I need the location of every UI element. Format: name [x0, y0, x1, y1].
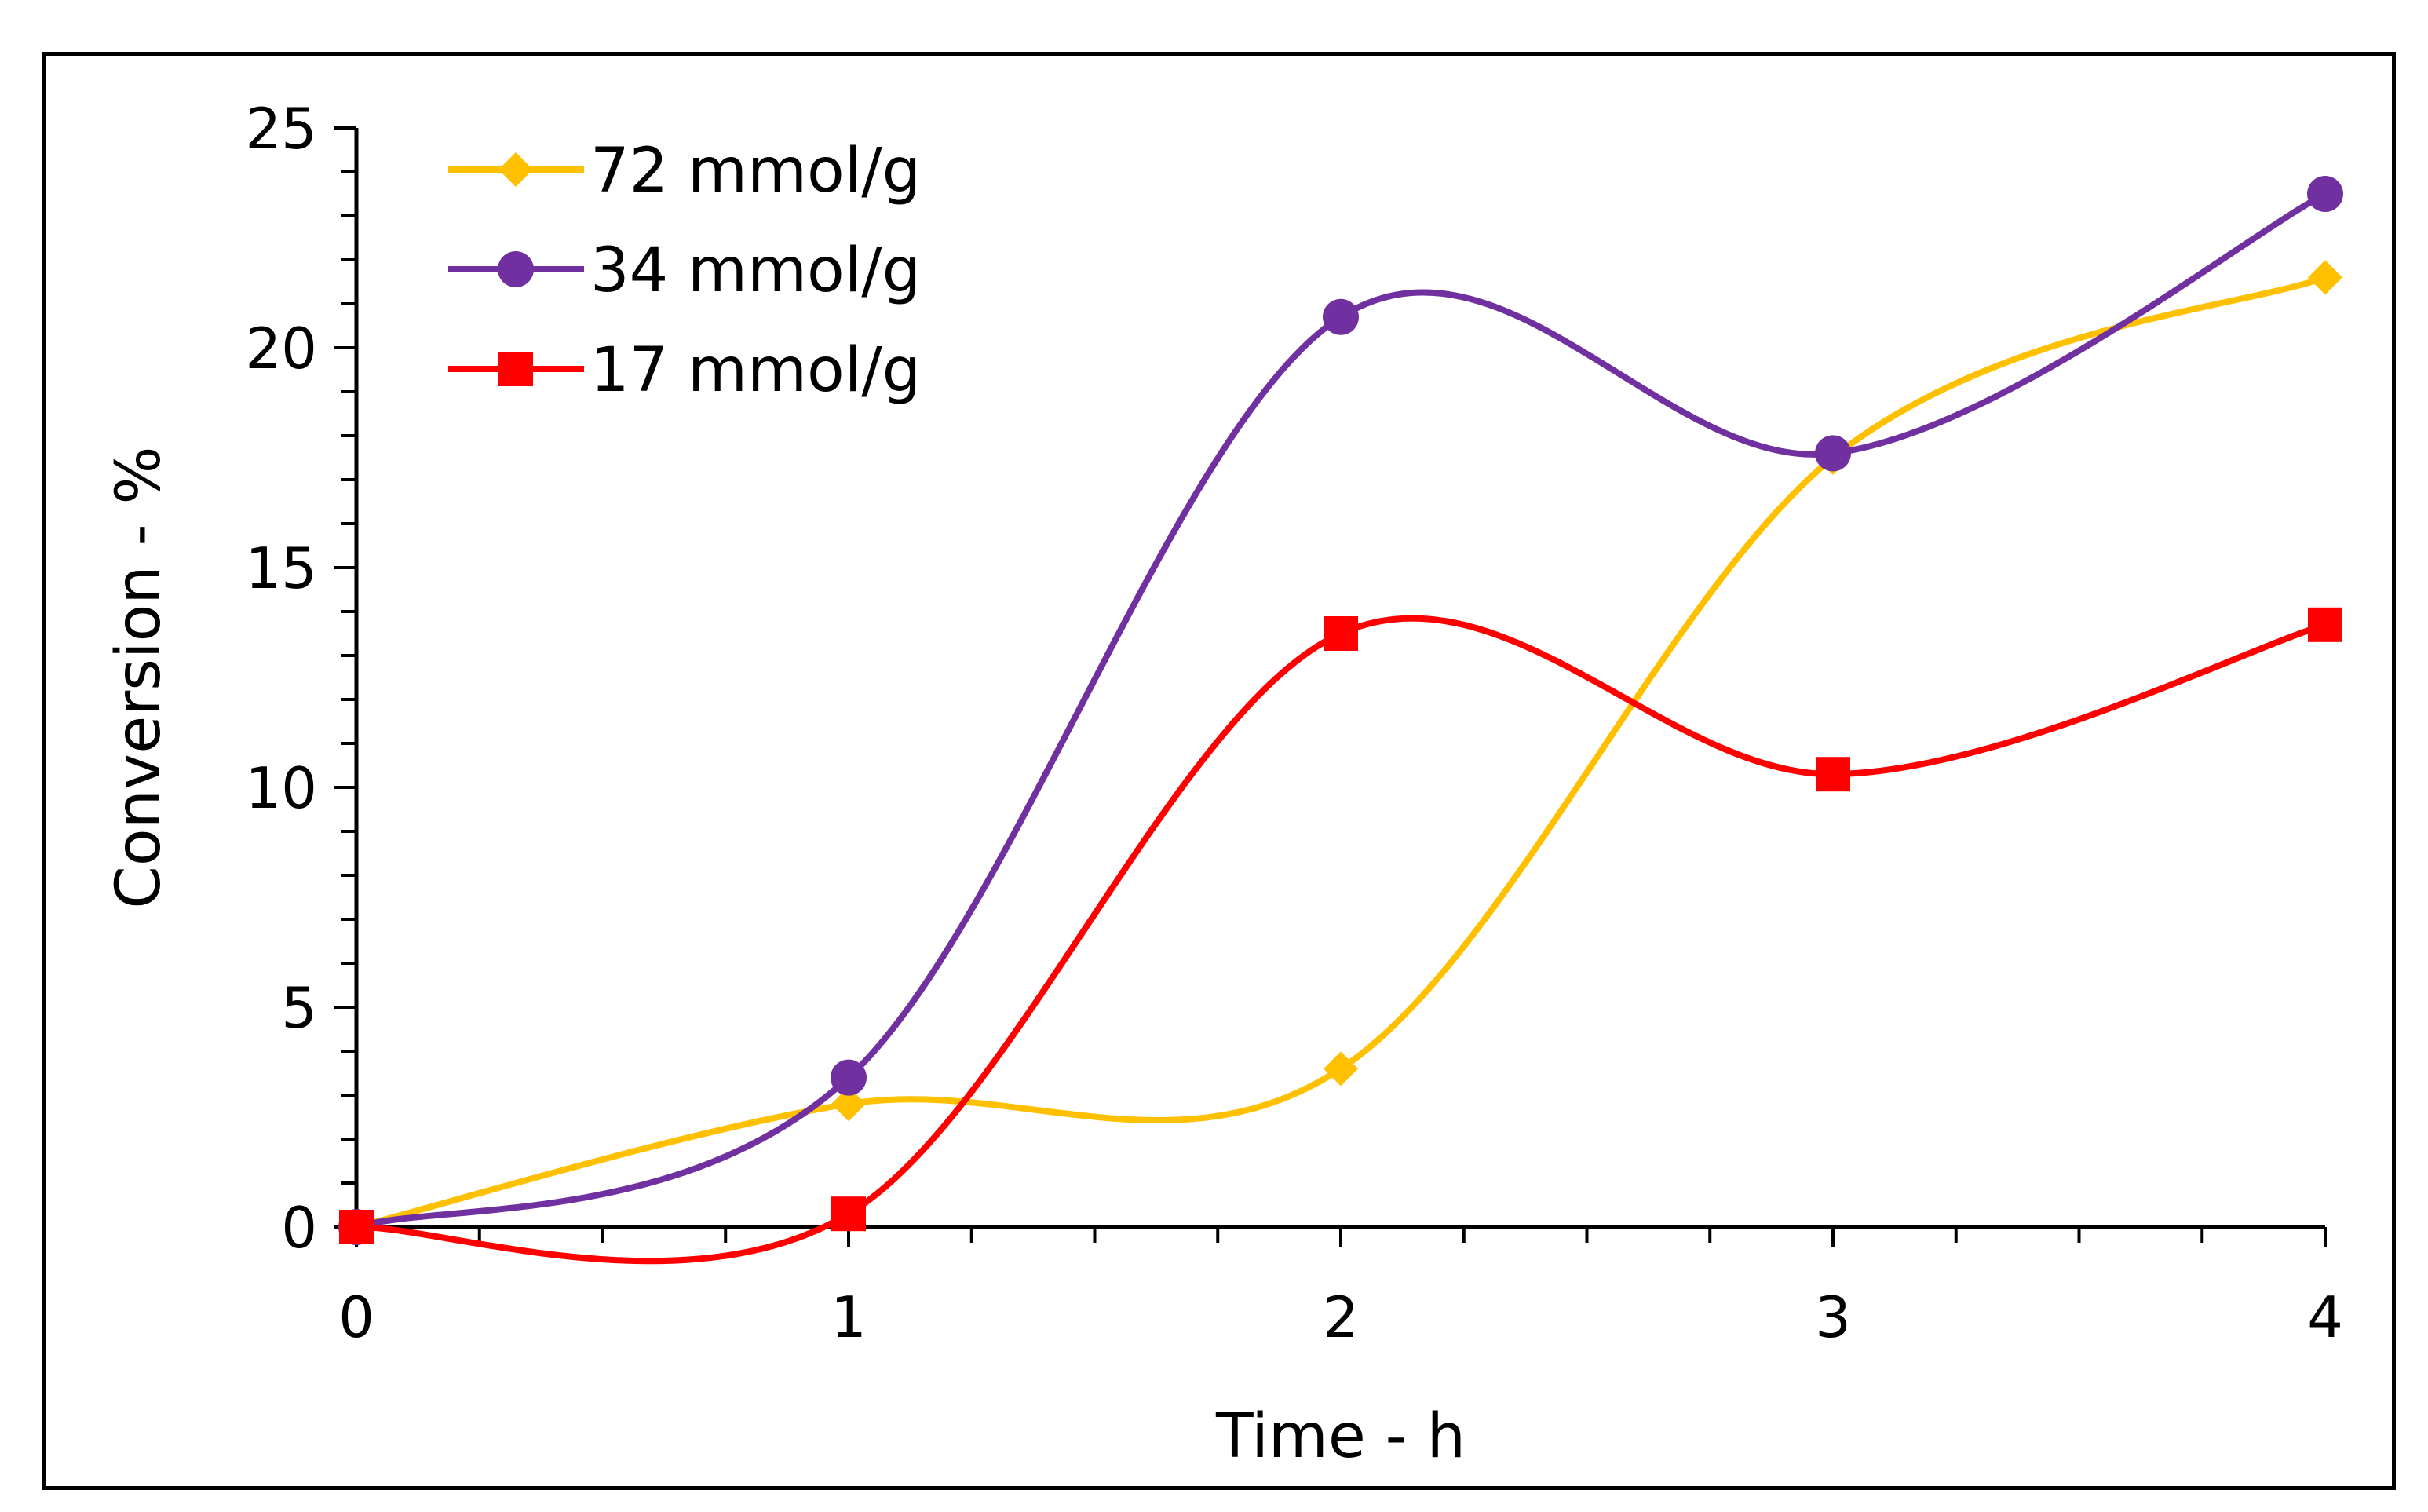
x-tick-label: 1: [831, 1284, 867, 1350]
series-17-mmol-g: [339, 607, 2342, 1265]
legend-item-72-mmol-g: 72 mmol/g: [448, 136, 921, 206]
legend-label-72-mmol-g: 72 mmol/g: [590, 136, 921, 206]
legend-marker-17-mmol-g: [498, 352, 533, 386]
legend-label-34-mmol-g: 34 mmol/g: [590, 236, 921, 306]
y-tick-label: 0: [281, 1195, 317, 1261]
data-point-17-mmol-g: [2308, 607, 2342, 642]
y-tick-label: 15: [245, 535, 317, 601]
x-tick-label: 3: [1815, 1284, 1851, 1350]
data-point-17-mmol-g: [1324, 616, 1358, 651]
series-layer: [338, 176, 2343, 1265]
data-point-17-mmol-g: [1816, 757, 1850, 792]
x-tick-label: 0: [338, 1284, 374, 1350]
data-point-72-mmol-g: [831, 1087, 866, 1122]
data-point-34-mmol-g: [2307, 176, 2343, 212]
data-point-34-mmol-g: [831, 1059, 867, 1096]
y-tick-label: 25: [245, 96, 317, 162]
y-tick-label: 5: [281, 975, 317, 1041]
x-axis-title: Time - h: [1215, 1401, 1466, 1472]
chart-frame: [42, 52, 2396, 1490]
series-line-72-mmol-g: [356, 274, 2327, 1230]
y-tick-label: 20: [245, 316, 317, 382]
data-point-72-mmol-g: [1324, 1051, 1358, 1087]
data-point-34-mmol-g: [1323, 298, 1359, 335]
legend-item-34-mmol-g: 34 mmol/g: [448, 236, 921, 306]
x-tick-label: 4: [2307, 1284, 2343, 1350]
series-line-17-mmol-g: [356, 615, 2327, 1265]
data-point-17-mmol-g: [339, 1210, 374, 1244]
legend: 72 mmol/g 34 mmol/g 17 mmol/g: [448, 136, 921, 406]
legend-marker-34-mmol-g: [498, 251, 534, 287]
data-point-17-mmol-g: [831, 1196, 866, 1232]
legend-marker-72-mmol-g: [498, 152, 533, 187]
x-tick-label: 2: [1323, 1284, 1359, 1350]
y-tick-label: 10: [245, 755, 317, 821]
data-point-72-mmol-g: [2308, 260, 2342, 295]
legend-item-17-mmol-g: 17 mmol/g: [448, 335, 921, 406]
data-point-34-mmol-g: [1815, 435, 1851, 472]
series-72-mmol-g: [339, 260, 2342, 1244]
y-axis-title: Conversion - %: [104, 446, 174, 908]
legend-label-17-mmol-g: 17 mmol/g: [590, 335, 921, 406]
axes: 0 1 2 3 4 0 5 10 15 20 25: [245, 96, 2343, 1350]
